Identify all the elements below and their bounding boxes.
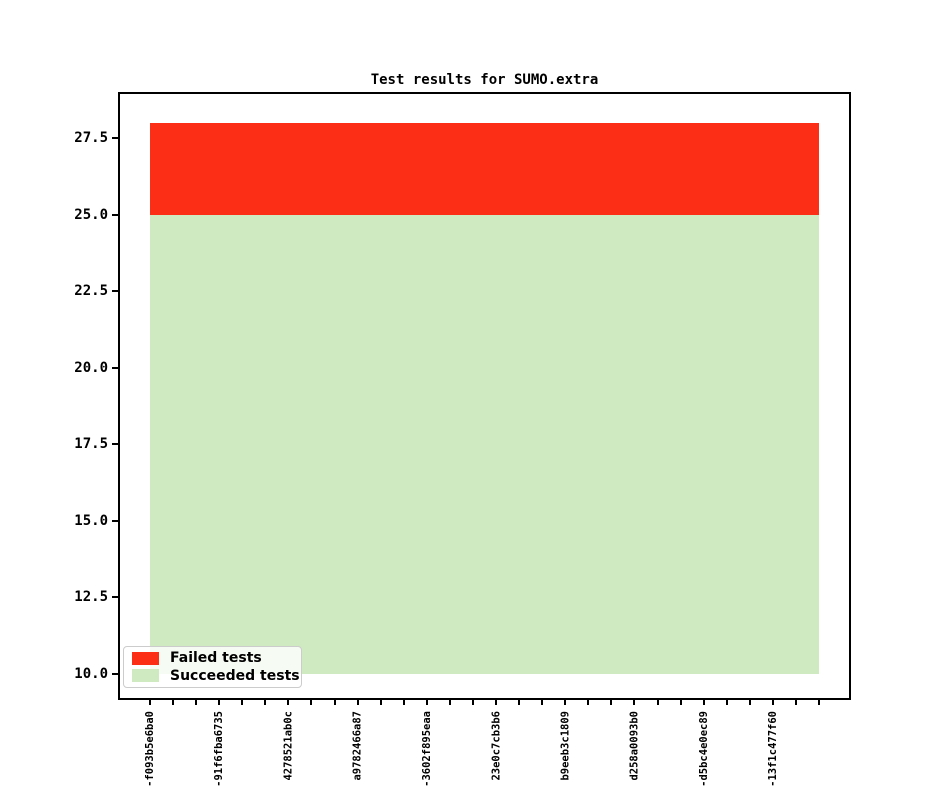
x-tick-mark (195, 700, 198, 705)
legend-entry: Failed tests (132, 650, 293, 666)
x-tick-mark (356, 700, 359, 705)
x-tick-mark (379, 700, 382, 705)
y-tick-label: 17.5 (74, 436, 108, 453)
x-tick-mark (518, 700, 521, 705)
x-tick-mark (748, 700, 751, 705)
x-tick-label: a9782466a87 (351, 711, 364, 781)
x-tick-label: -3602f895eaa (420, 711, 433, 787)
x-tick-mark (402, 700, 405, 705)
x-tick-mark (218, 700, 221, 705)
x-tick-label: 23e0c7cb3b6 (490, 711, 503, 781)
legend-label: Succeeded tests (170, 667, 300, 684)
legend-swatch (132, 669, 159, 683)
legend-swatch (132, 651, 159, 665)
y-tick-label: 20.0 (74, 359, 108, 376)
y-tick-label: 25.0 (74, 206, 108, 223)
x-tick-mark (725, 700, 728, 705)
x-tick-mark (241, 700, 244, 705)
y-tick-mark (112, 136, 118, 139)
x-tick-mark (633, 700, 636, 705)
series-band-failed-tests (150, 122, 819, 215)
x-tick-mark (172, 700, 175, 705)
y-tick-mark (112, 596, 118, 599)
legend-label: Failed tests (170, 650, 262, 667)
x-tick-mark (564, 700, 567, 705)
x-tick-label: -91f6fba6735 (213, 711, 226, 787)
y-tick-mark (112, 672, 118, 675)
x-tick-mark (702, 700, 705, 705)
x-tick-mark (679, 700, 682, 705)
y-tick-label: 27.5 (74, 129, 108, 146)
x-tick-label: b9eeb3c1809 (559, 711, 572, 781)
x-tick-mark (264, 700, 267, 705)
y-tick-label: 22.5 (74, 283, 108, 300)
y-tick-mark (112, 290, 118, 293)
x-tick-mark (287, 700, 290, 705)
x-tick-mark (771, 700, 774, 705)
x-tick-label: d258a0093b0 (628, 711, 641, 781)
x-tick-label: 4278521ab0c (282, 711, 295, 781)
x-tick-mark (310, 700, 313, 705)
x-tick-mark (794, 700, 797, 705)
x-tick-mark (333, 700, 336, 705)
x-tick-mark (448, 700, 451, 705)
x-tick-label: -f093b5e6ba0 (144, 711, 156, 787)
chart-title: Test results for SUMO.extra (370, 72, 599, 88)
x-tick-mark (425, 700, 428, 705)
y-tick-mark (112, 443, 118, 446)
x-tick-mark (587, 700, 590, 705)
x-tick-label: -d5bc4e0ec89 (697, 711, 710, 787)
x-tick-mark (149, 700, 151, 705)
y-tick-mark (112, 519, 118, 522)
y-tick-mark (112, 366, 118, 369)
y-tick-label: 10.0 (74, 665, 108, 682)
x-tick-mark (818, 700, 820, 705)
legend-entry: Succeeded tests (132, 668, 300, 684)
y-tick-label: 15.0 (74, 512, 108, 529)
x-tick-mark (656, 700, 659, 705)
legend: Failed tests Succeeded tests (123, 646, 302, 688)
x-tick-mark (495, 700, 498, 705)
y-tick-label: 12.5 (74, 589, 108, 606)
x-tick-mark (541, 700, 544, 705)
series-band-succeeded-tests (150, 214, 819, 674)
x-tick-mark (610, 700, 613, 705)
x-tick-mark (471, 700, 474, 705)
x-tick-label: -13f1c477f60 (766, 711, 779, 787)
y-tick-mark (112, 213, 118, 216)
